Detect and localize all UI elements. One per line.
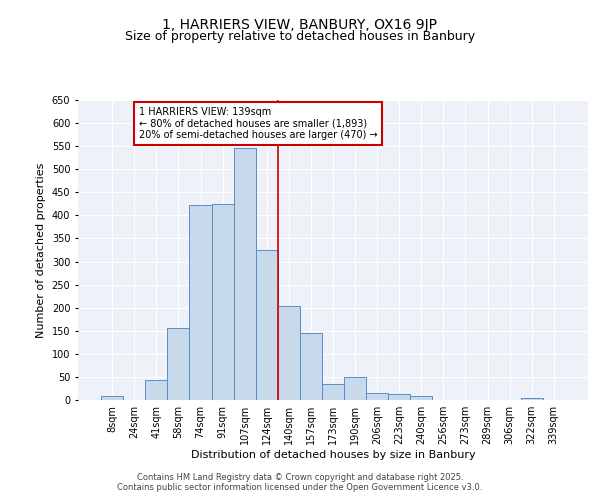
Y-axis label: Number of detached properties: Number of detached properties <box>36 162 46 338</box>
Bar <box>521 398 543 400</box>
Bar <box>190 205 212 400</box>
Bar <box>101 396 123 400</box>
Bar <box>256 250 278 400</box>
Bar <box>300 333 322 400</box>
Text: 1, HARRIERS VIEW, BANBURY, OX16 9JP: 1, HARRIERS VIEW, BANBURY, OX16 9JP <box>163 18 437 32</box>
Text: Contains HM Land Registry data © Crown copyright and database right 2025.
Contai: Contains HM Land Registry data © Crown c… <box>118 473 482 492</box>
Bar <box>278 306 300 400</box>
Bar <box>322 384 344 400</box>
Bar <box>145 380 167 400</box>
Bar <box>388 394 410 400</box>
Bar <box>212 204 233 400</box>
X-axis label: Distribution of detached houses by size in Banbury: Distribution of detached houses by size … <box>191 450 475 460</box>
Bar <box>167 328 190 400</box>
Text: 1 HARRIERS VIEW: 139sqm
← 80% of detached houses are smaller (1,893)
20% of semi: 1 HARRIERS VIEW: 139sqm ← 80% of detache… <box>139 107 377 140</box>
Bar <box>366 393 388 400</box>
Bar <box>233 148 256 400</box>
Text: Size of property relative to detached houses in Banbury: Size of property relative to detached ho… <box>125 30 475 43</box>
Bar <box>344 377 366 400</box>
Bar <box>410 396 433 400</box>
